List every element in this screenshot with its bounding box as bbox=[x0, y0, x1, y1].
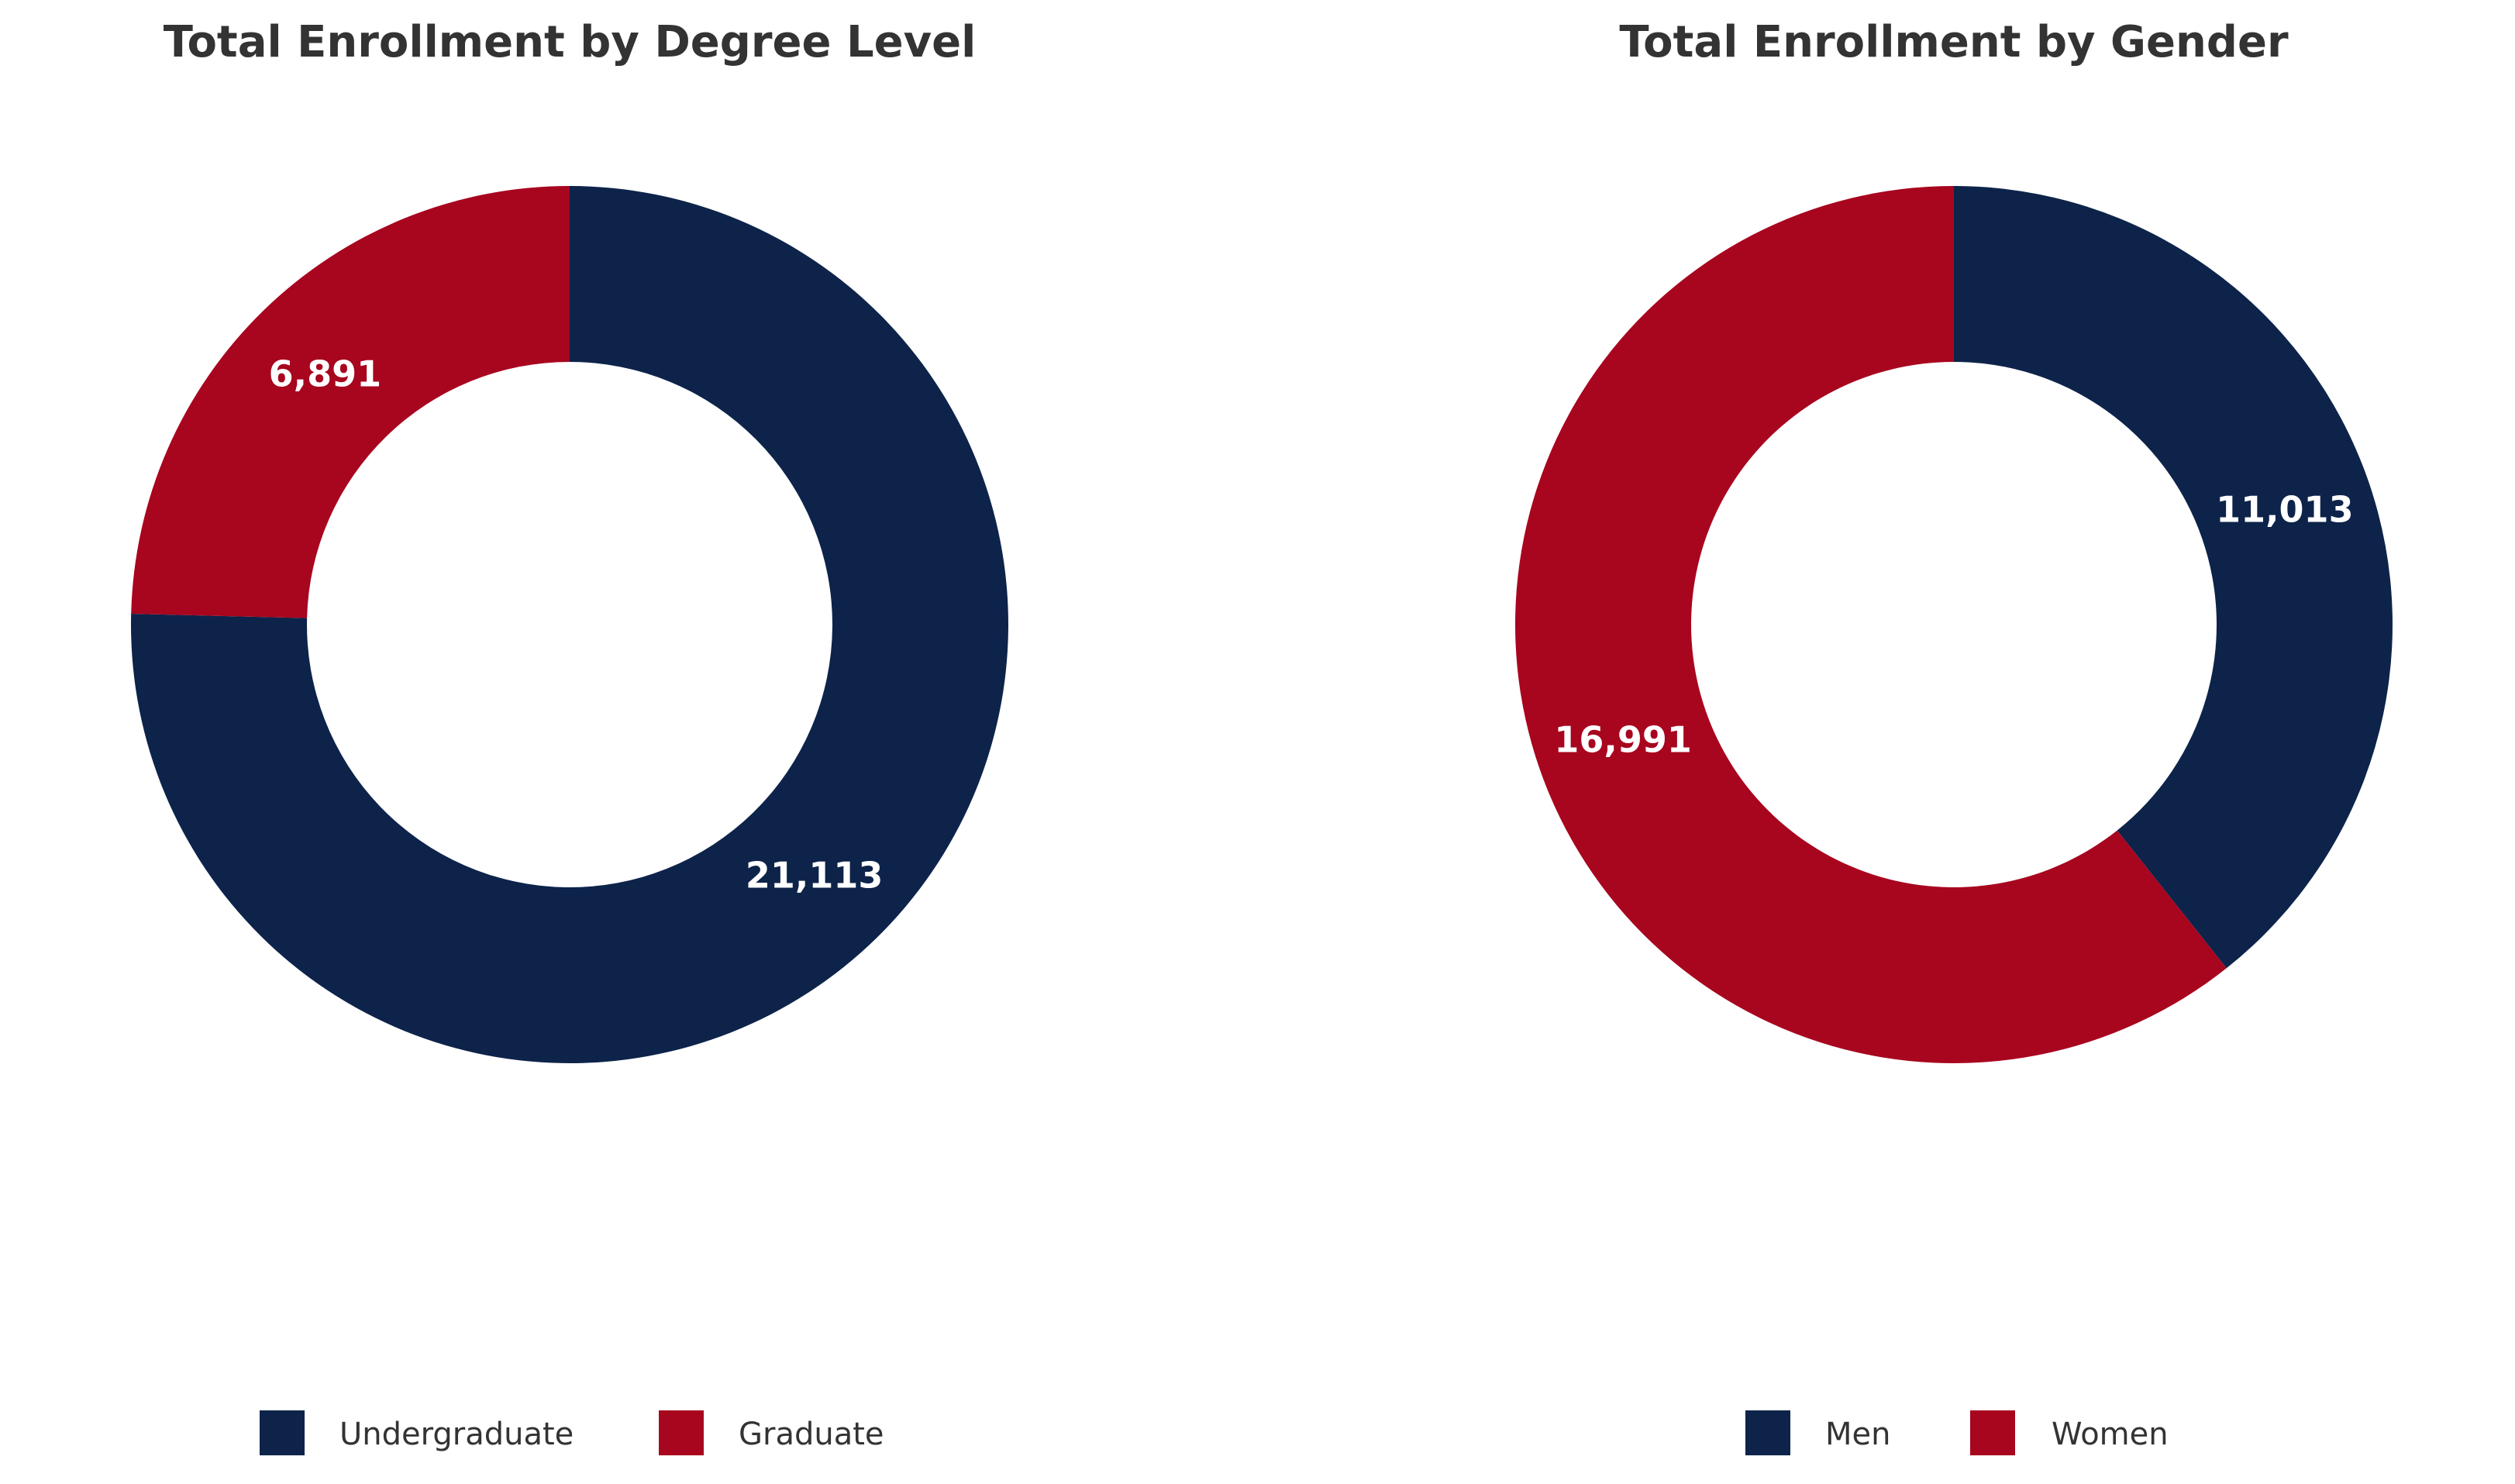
legend-swatch-women bbox=[1970, 1410, 2015, 1455]
slice-value-label-graduate: 6,891 bbox=[269, 353, 382, 394]
donut-chart-degree-level: Total Enrollment by Degree Level 21,113 6… bbox=[131, 17, 1008, 1455]
legend: Men Women bbox=[1745, 1410, 2169, 1455]
chart-panel-degree-level: Total Enrollment by Degree Level 21,113 6… bbox=[0, 0, 1257, 1484]
chart-panel-gender: Total Enrollment by Gender 11,013 16,991 … bbox=[1257, 0, 2514, 1484]
legend-label-graduate: Graduate bbox=[739, 1417, 884, 1452]
slice-men[interactable] bbox=[1954, 186, 2393, 969]
slice-labels: 21,113 6,891 bbox=[269, 353, 884, 896]
legend-swatch-men bbox=[1745, 1410, 1790, 1455]
slice-labels: 11,013 16,991 bbox=[1554, 488, 2353, 760]
slice-value-label-undergraduate: 21,113 bbox=[746, 855, 884, 897]
legend-item-graduate[interactable]: Graduate bbox=[659, 1410, 884, 1455]
legend-item-women[interactable]: Women bbox=[1970, 1410, 2169, 1455]
legend-label-women: Women bbox=[2052, 1417, 2169, 1452]
slice-value-label-women: 16,991 bbox=[1554, 719, 1692, 761]
legend-item-men[interactable]: Men bbox=[1745, 1410, 1890, 1455]
slice-value-label-men: 11,013 bbox=[2216, 488, 2354, 530]
legend-label-undergraduate: Undergraduate bbox=[339, 1417, 574, 1452]
slice-graduate[interactable] bbox=[131, 186, 570, 618]
legend-label-men: Men bbox=[1825, 1417, 1890, 1452]
slice-undergraduate[interactable] bbox=[131, 186, 1008, 1063]
legend: Undergraduate Graduate bbox=[260, 1410, 884, 1455]
slices bbox=[1514, 186, 2393, 1063]
slices bbox=[131, 186, 1008, 1063]
chart-title: Total Enrollment by Degree Level bbox=[164, 17, 977, 67]
donut-chart-gender: Total Enrollment by Gender 11,01316,991 … bbox=[1514, 17, 2393, 1455]
slice-women[interactable] bbox=[1514, 186, 2227, 1063]
chart-title: Total Enrollment by Gender bbox=[1619, 17, 2289, 67]
legend-swatch-graduate bbox=[659, 1410, 704, 1455]
legend-swatch-undergraduate bbox=[260, 1410, 305, 1455]
legend-item-undergraduate[interactable]: Undergraduate bbox=[260, 1410, 574, 1455]
